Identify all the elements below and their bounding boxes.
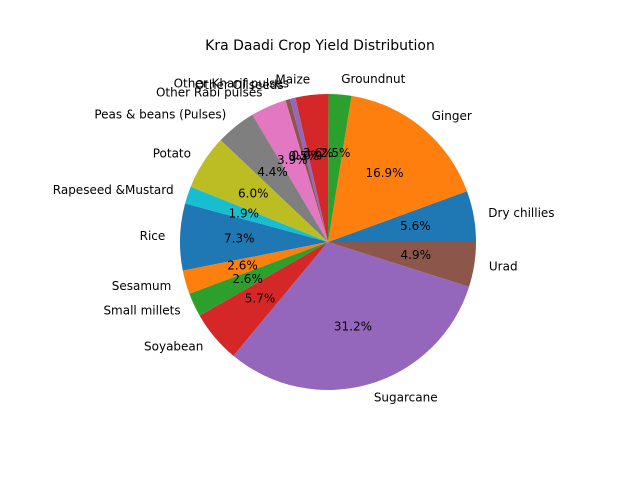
pie-slice-ginger bbox=[328, 95, 467, 243]
pie-slice-rapeseed-mustard bbox=[185, 186, 328, 242]
slice-label-urad: Urad bbox=[489, 259, 518, 273]
slice-pct-other-rabi-pulses: 3.9% bbox=[277, 153, 308, 167]
slice-pct-small-millets: 2.6% bbox=[232, 272, 263, 286]
pie-slice-maize bbox=[295, 94, 329, 242]
slice-label-potato: Potato bbox=[153, 147, 191, 161]
slice-pct-potato: 6.0% bbox=[238, 187, 269, 201]
slice-label-rice: Rice bbox=[140, 229, 166, 243]
pie-slice-dry-chillies bbox=[328, 191, 476, 242]
slice-label-small-millets: Small millets bbox=[103, 304, 180, 318]
slice-label-sesamum: Sesamum bbox=[112, 279, 172, 293]
chart-title: Kra Daadi Crop Yield Distribution bbox=[205, 38, 435, 54]
pie-slice-peas-beans-pulses bbox=[220, 114, 328, 242]
slice-label-other-rabi-pulses: Other Rabi pulses bbox=[156, 85, 263, 99]
slice-pct-maize: 3.6% bbox=[303, 146, 334, 160]
slice-pct-other-kharif-pulses: 0.6% bbox=[292, 148, 323, 162]
slice-pct-rapeseed-mustard: 1.9% bbox=[229, 206, 260, 220]
pie-labels: Dry chillies 5.6% Ginger 16.9% Groundnut 2.5%… bbox=[53, 72, 555, 404]
pie-slice-other-oilseeds bbox=[285, 98, 328, 243]
slice-pct-sesamum: 2.6% bbox=[227, 259, 258, 273]
pie-slice-urad bbox=[328, 242, 476, 287]
slice-pct-urad: 4.9% bbox=[401, 248, 432, 262]
slice-pct-soyabean: 5.7% bbox=[245, 292, 276, 306]
slice-pct-other-oilseeds: 0.5% bbox=[289, 149, 320, 163]
pie-slice-other-rabi-pulses bbox=[252, 100, 328, 242]
slice-label-rapeseed-mustard: Rapeseed &Mustard bbox=[53, 183, 174, 197]
slice-pct-ginger: 16.9% bbox=[365, 166, 403, 180]
slice-label-peas-beans-pulses: Peas & beans (Pulses) bbox=[94, 107, 226, 121]
slice-pct-sugarcane: 31.2% bbox=[334, 320, 372, 334]
slice-label-sugarcane: Sugarcane bbox=[374, 391, 438, 405]
pie-slice-rice bbox=[179, 203, 328, 271]
slice-label-groundnut: Groundnut bbox=[341, 72, 405, 86]
pie-slices bbox=[179, 94, 476, 390]
slice-label-ginger: Ginger bbox=[432, 109, 472, 123]
slice-pct-rice: 7.3% bbox=[224, 231, 255, 245]
slice-label-other-kharif-pulses: Other Kharif pulses bbox=[174, 76, 289, 90]
slice-label-dry-chillies: Dry chillies bbox=[488, 206, 554, 220]
slice-pct-dry-chillies: 5.6% bbox=[400, 219, 431, 233]
pie-slice-sesamum bbox=[182, 242, 328, 294]
pie-slice-other-kharif-pulses bbox=[289, 97, 328, 243]
slice-label-soyabean: Soyabean bbox=[144, 339, 203, 353]
pie-slice-groundnut bbox=[328, 94, 352, 242]
slice-label-other-oilseeds: Other Oilseeds bbox=[195, 78, 284, 92]
slice-pct-peas-beans-pulses: 4.4% bbox=[257, 165, 288, 179]
pie-slice-sugarcane bbox=[233, 242, 470, 390]
pie-slice-potato bbox=[190, 140, 328, 242]
pie-slice-soyabean bbox=[199, 242, 328, 356]
pie-slice-small-millets bbox=[189, 242, 328, 316]
slice-pct-groundnut: 2.5% bbox=[320, 146, 351, 160]
slice-label-maize: Maize bbox=[275, 73, 310, 87]
